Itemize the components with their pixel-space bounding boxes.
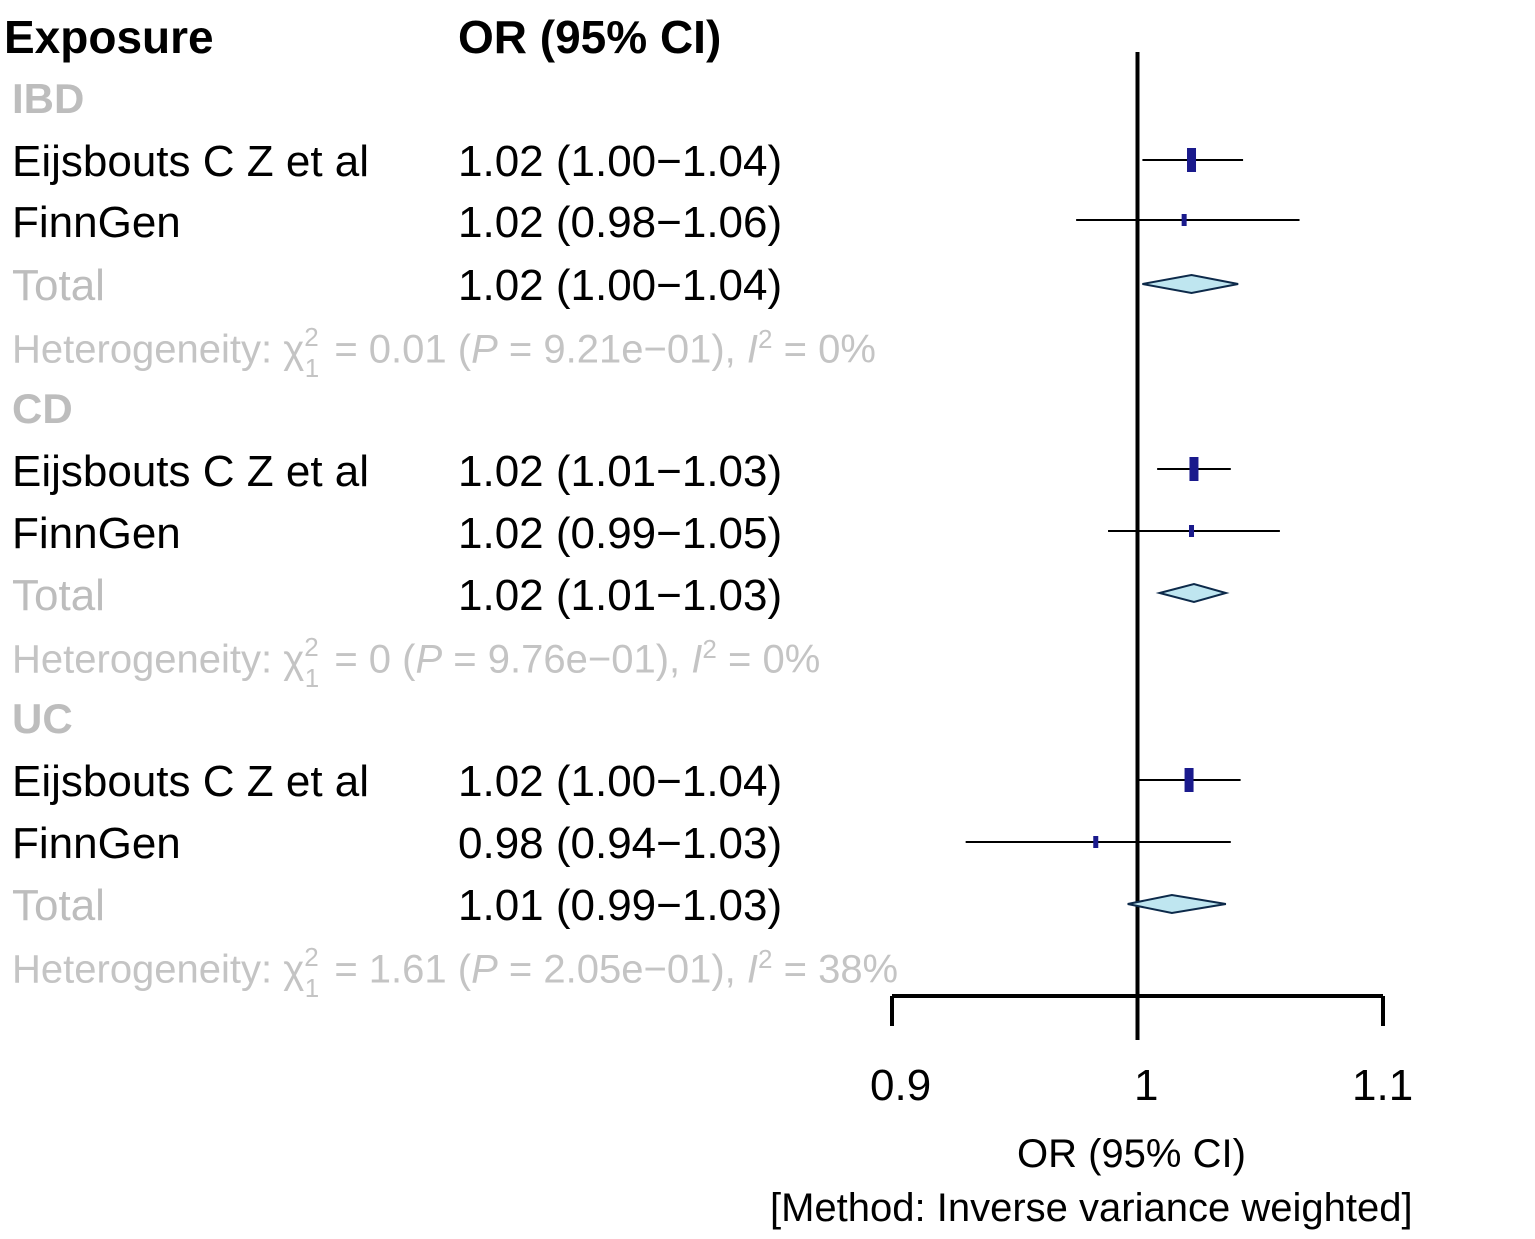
point-estimate-box <box>1093 836 1099 848</box>
heterogeneity-i2: = 0% <box>783 327 876 372</box>
point-estimate-box <box>1189 525 1195 537</box>
study-or-text: 1.02 (1.00−1.04) <box>458 757 783 806</box>
point-estimate-box <box>1187 148 1197 172</box>
group-label-ibd: IBD <box>12 75 85 122</box>
group-label-uc: UC <box>12 695 73 742</box>
study-label: FinnGen <box>12 509 181 558</box>
total-label: Total <box>12 881 105 930</box>
heterogeneity-i2: = 38% <box>783 947 899 992</box>
or-ci-header: OR (95% CI) <box>458 11 722 63</box>
heterogeneity-chi2: = 0 <box>334 637 392 682</box>
heterogeneity-line: Heterogeneity: χ21 = 1.61 (P = 2.05e−01)… <box>12 942 899 1004</box>
study-label: Eijsbouts C Z et al <box>12 447 370 496</box>
heterogeneity-p: = 9.21e−01 <box>508 327 712 372</box>
study-label: FinnGen <box>12 198 181 247</box>
heterogeneity-prefix: Heterogeneity: <box>12 637 273 682</box>
exposure-header: Exposure <box>4 11 214 63</box>
total-or-text: 1.01 (0.99−1.03) <box>458 881 783 930</box>
total-or-text: 1.02 (1.00−1.04) <box>458 261 783 310</box>
pooled-diamond <box>1142 273 1239 295</box>
x-tick-label: 1.1 <box>1352 1061 1414 1110</box>
study-label: Eijsbouts C Z et al <box>12 757 370 806</box>
heterogeneity-chi2: = 0.01 <box>334 327 447 372</box>
heterogeneity-line: Heterogeneity: χ21 = 0 (P = 9.76e−01), I… <box>12 632 821 694</box>
total-or-text: 1.02 (1.01−1.03) <box>458 571 783 620</box>
study-or-text: 1.02 (0.99−1.05) <box>458 509 783 558</box>
pooled-diamond <box>1155 582 1230 604</box>
heterogeneity-line: Heterogeneity: χ21 = 0.01 (P = 9.21e−01)… <box>12 322 876 384</box>
point-estimate-box <box>1189 457 1199 481</box>
point-estimate-box <box>1181 214 1187 226</box>
total-label: Total <box>12 261 105 310</box>
x-tick-label: 1 <box>1134 1061 1159 1110</box>
heterogeneity-p: = 2.05e−01 <box>508 947 712 992</box>
study-or-text: 1.02 (1.01−1.03) <box>458 447 783 496</box>
study-or-text: 0.98 (0.94−1.03) <box>458 819 783 868</box>
study-or-text: 1.02 (0.98−1.06) <box>458 198 783 247</box>
method-label: [Method: Inverse variance weighted] <box>770 1186 1413 1230</box>
study-label: Eijsbouts C Z et al <box>12 137 370 186</box>
heterogeneity-prefix: Heterogeneity: <box>12 947 273 992</box>
x-tick-label: 0.9 <box>870 1061 932 1110</box>
study-or-text: 1.02 (1.00−1.04) <box>458 137 783 186</box>
heterogeneity-i2: = 0% <box>727 637 821 682</box>
x-axis-label: OR (95% CI) <box>1017 1132 1246 1176</box>
heterogeneity-chi2: = 1.61 <box>334 947 447 992</box>
pooled-diamond <box>1127 893 1227 915</box>
group-label-cd: CD <box>12 385 73 432</box>
point-estimate-box <box>1184 768 1194 792</box>
study-label: FinnGen <box>12 819 181 868</box>
total-label: Total <box>12 571 105 620</box>
heterogeneity-prefix: Heterogeneity: <box>12 327 273 372</box>
heterogeneity-p: = 9.76e−01 <box>453 637 656 682</box>
